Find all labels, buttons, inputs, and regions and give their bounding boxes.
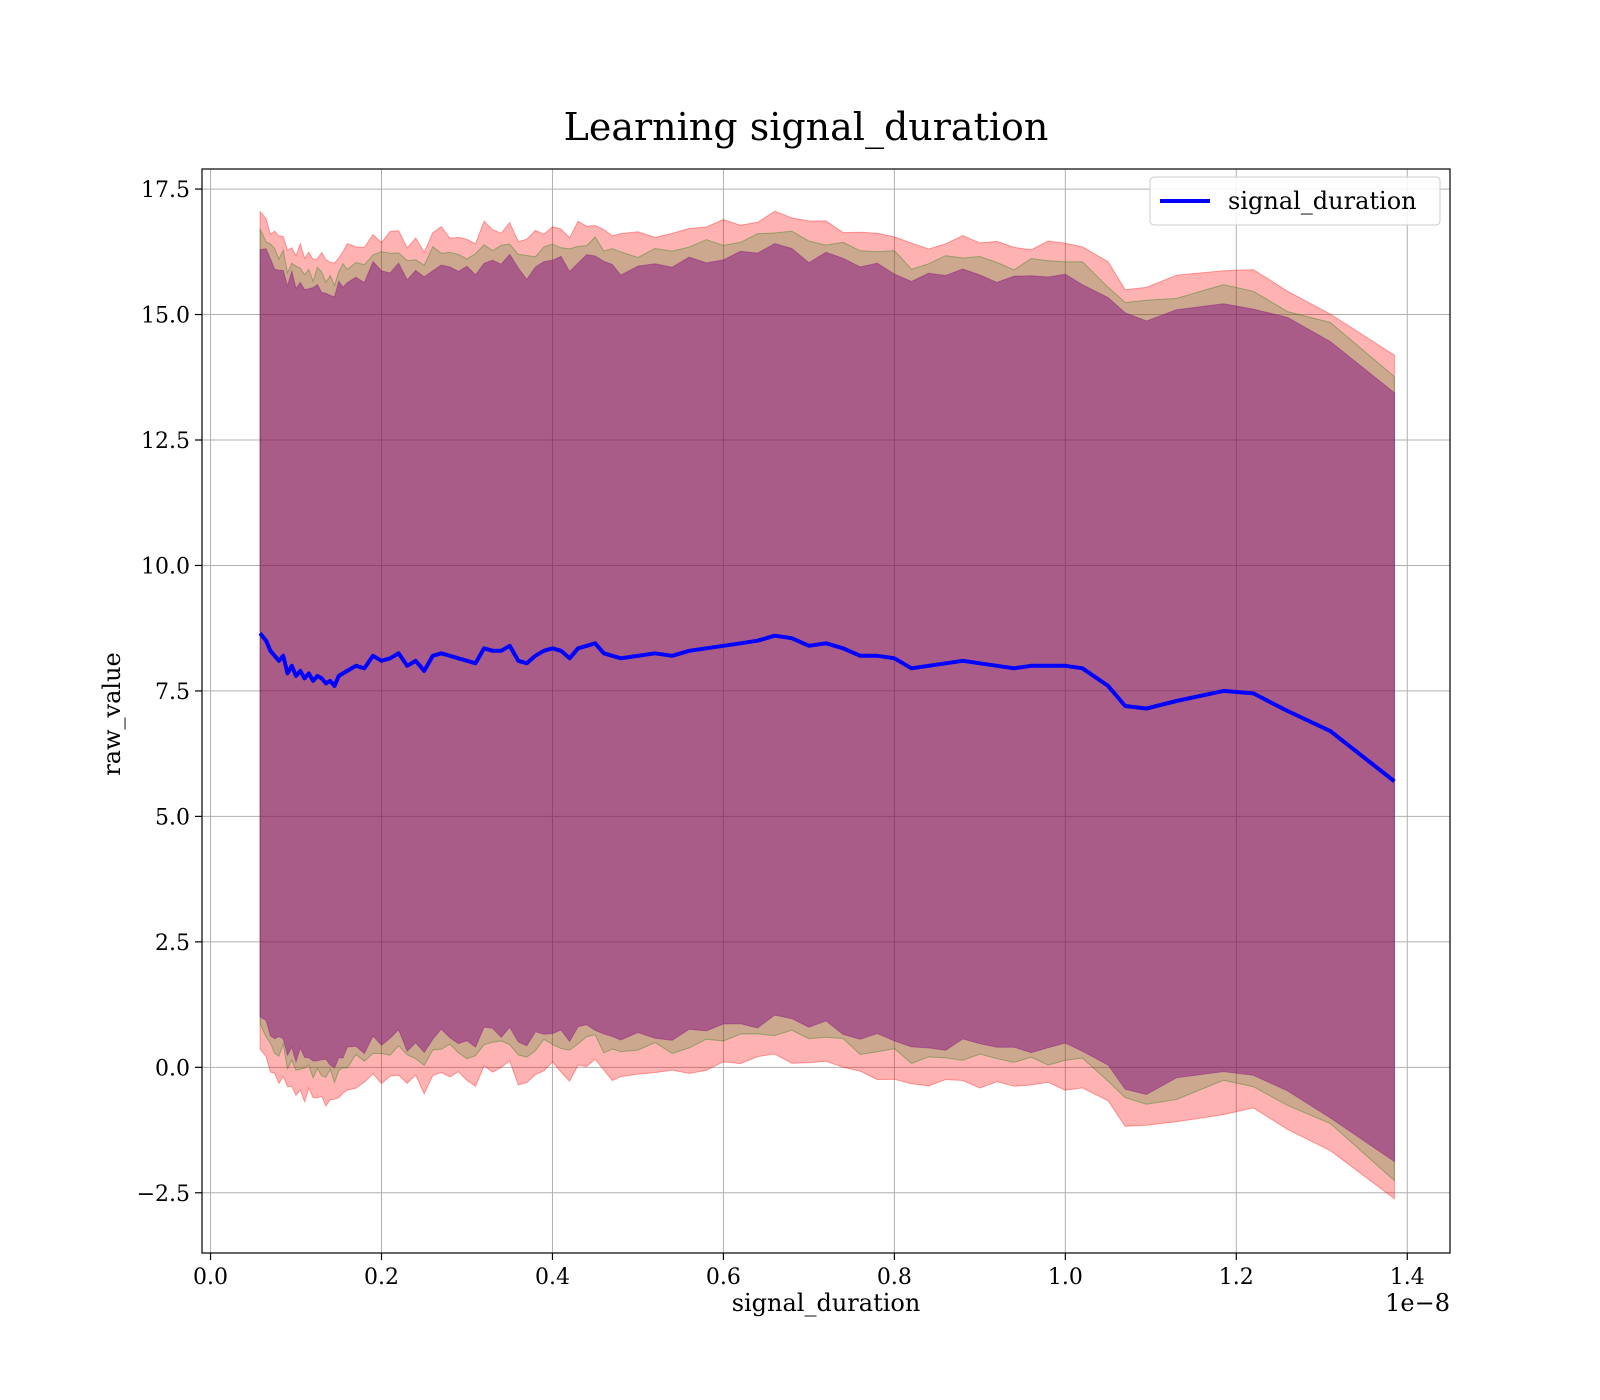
y-tick-label: 5.0 (155, 805, 190, 830)
y-tick-label: −2.5 (137, 1182, 190, 1207)
confidence-band (259, 210, 1395, 1200)
x-tick-label: 0.4 (535, 1265, 570, 1290)
x-tick-label: 1.0 (1048, 1265, 1083, 1290)
x-axis-ticks: 0.0 0.2 0.4 0.6 0.8 1.0 1.2 1.4 (193, 1253, 1425, 1290)
x-tick-label: 0.8 (877, 1265, 912, 1290)
plot-area (201, 168, 1451, 1254)
y-tick-label: 0.0 (155, 1056, 190, 1081)
x-tick-label: 1.2 (1219, 1265, 1254, 1290)
confidence-band (259, 228, 1395, 1182)
x-axis-label: signal_duration (732, 1289, 921, 1317)
axes-frame (201, 168, 1451, 1254)
legend-box (1149, 176, 1441, 226)
y-tick-label: 7.5 (155, 680, 190, 705)
confidence-bands (259, 210, 1395, 1200)
y-tick-label: 15.0 (141, 304, 190, 329)
y-axis-label: raw_value (98, 652, 126, 776)
x-tick-label: 1.4 (1390, 1265, 1425, 1290)
series-lines (258, 631, 1396, 783)
x-axis-offset-text: 1e−8 (1385, 1289, 1450, 1317)
x-tick-label: 0.0 (193, 1265, 228, 1290)
legend: signal_duration (1149, 176, 1441, 226)
x-tick-label: 0.2 (364, 1265, 399, 1290)
x-tick-label: 0.6 (706, 1265, 741, 1290)
chart-title: Learning signal_duration (564, 105, 1049, 150)
y-axis-ticks: −2.5 0.0 2.5 5.0 7.5 10.0 12.5 15.0 17.5 (137, 178, 202, 1207)
confidence-band (259, 243, 1395, 1163)
legend-label-signal-duration: signal_duration (1228, 187, 1417, 215)
y-tick-label: 17.5 (141, 178, 190, 203)
axes-background (202, 169, 1450, 1253)
series-line-signal-duration (258, 631, 1396, 783)
y-tick-label: 10.0 (141, 554, 190, 579)
y-tick-label: 2.5 (155, 931, 190, 956)
y-tick-label: 12.5 (141, 429, 190, 454)
